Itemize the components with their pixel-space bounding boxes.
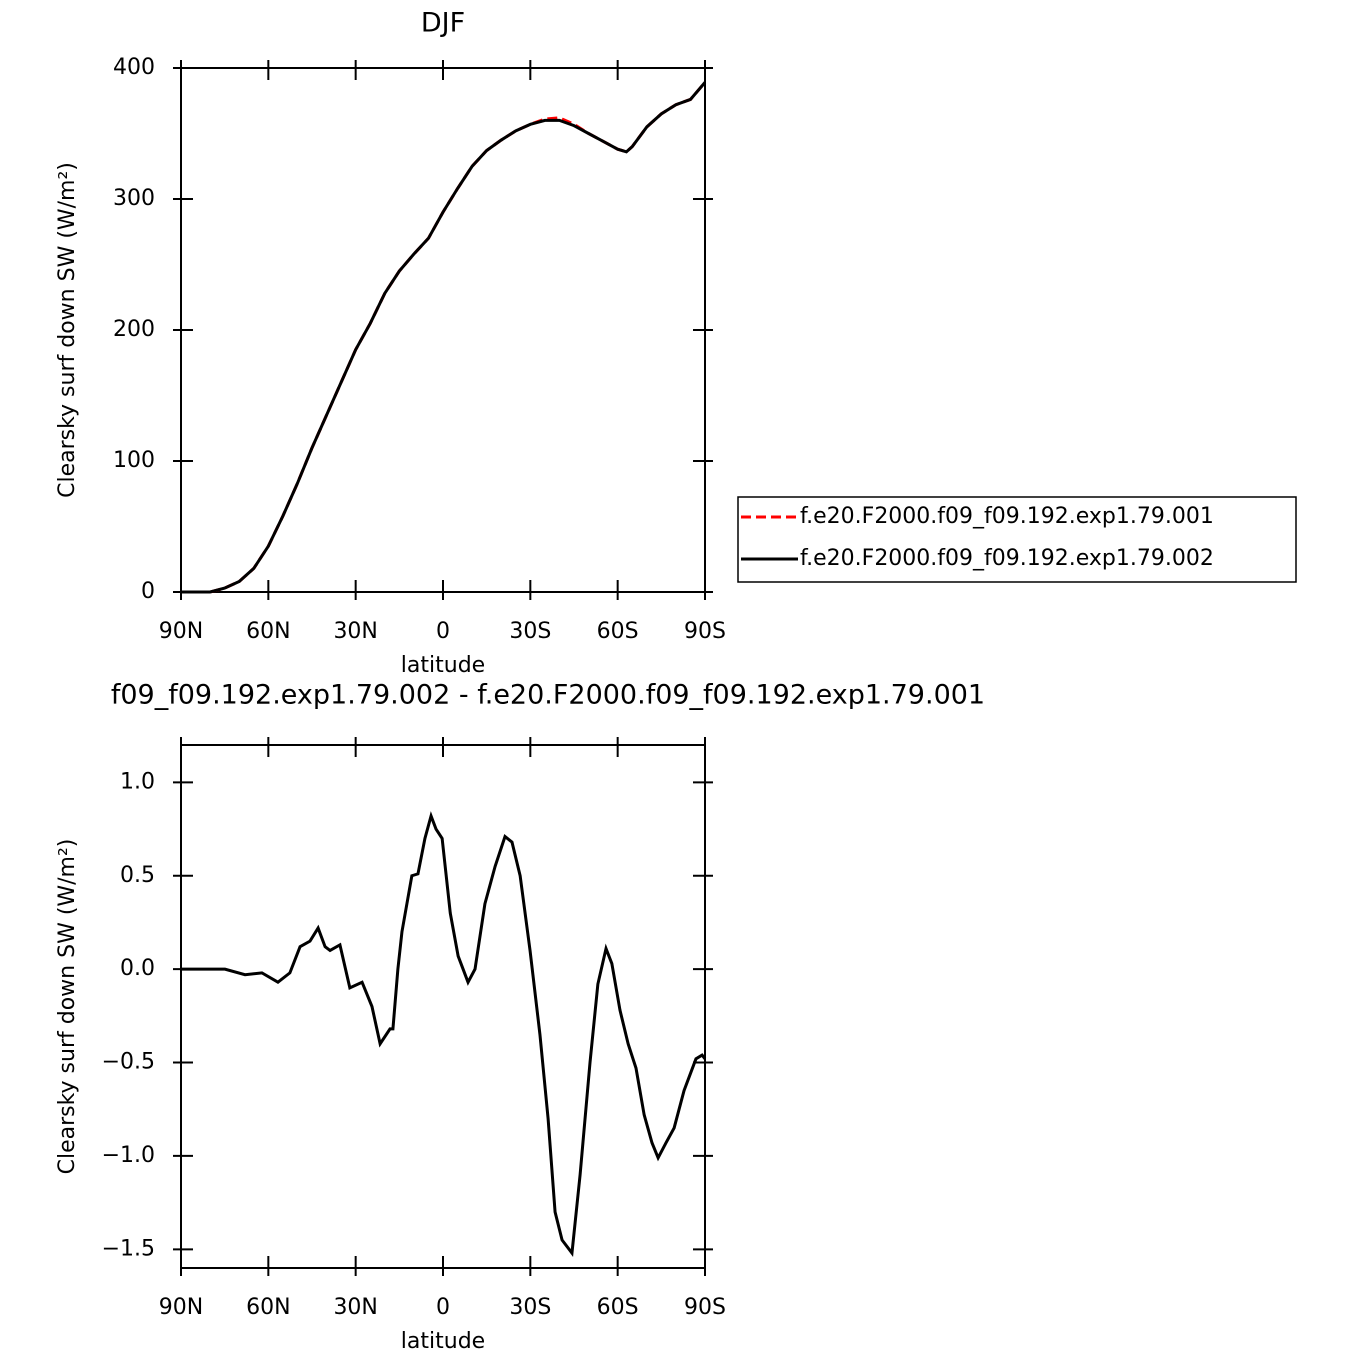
legend-label: f.e20.F2000.f09_f09.192.exp1.79.001 — [800, 504, 1214, 529]
x-tick-label: 60S — [597, 619, 639, 644]
x-tick-label: 60S — [597, 1295, 639, 1320]
chart-title: DJF — [421, 8, 465, 39]
y-tick-label: 0 — [141, 579, 155, 604]
series-line — [181, 81, 707, 594]
series-line — [181, 81, 707, 594]
y-axis-label: Clearsky surf down SW (W/m²) — [55, 162, 80, 498]
x-tick-label: 0 — [436, 1295, 450, 1320]
x-tick-label: 60N — [246, 1295, 290, 1320]
x-tick-label: 30S — [509, 619, 551, 644]
y-tick-label: 300 — [113, 186, 155, 211]
y-tick-label: −1.0 — [102, 1143, 155, 1168]
y-tick-label: −0.5 — [102, 1050, 155, 1075]
y-axis-label: Clearsky surf down SW (W/m²) — [55, 839, 80, 1175]
y-tick-label: 0.5 — [120, 863, 155, 888]
x-tick-label: 30N — [333, 1295, 377, 1320]
y-tick-label: 400 — [113, 55, 155, 80]
chart-title: f09_f09.192.exp1.79.002 - f.e20.F2000.f0… — [111, 680, 985, 711]
x-axis-label: latitude — [401, 1329, 485, 1354]
x-tick-label: 90S — [684, 1295, 726, 1320]
x-tick-label: 60N — [246, 619, 290, 644]
x-tick-label: 90N — [159, 619, 203, 644]
x-tick-label: 30N — [333, 619, 377, 644]
y-tick-label: 1.0 — [120, 769, 155, 794]
y-tick-label: 0.0 — [120, 956, 155, 981]
x-tick-label: 0 — [436, 619, 450, 644]
series-line — [181, 811, 707, 1257]
x-axis-label: latitude — [401, 653, 485, 678]
x-tick-label: 90S — [684, 619, 726, 644]
legend-box — [737, 496, 1297, 583]
plot-frame — [180, 744, 706, 1269]
x-tick-label: 30S — [509, 1295, 551, 1320]
x-tick-label: 90N — [159, 1295, 203, 1320]
y-tick-label: −1.5 — [102, 1236, 155, 1261]
legend-label: f.e20.F2000.f09_f09.192.exp1.79.002 — [800, 546, 1214, 571]
y-tick-label: 100 — [113, 448, 155, 473]
plot-frame — [180, 67, 706, 593]
y-tick-label: 200 — [113, 317, 155, 342]
